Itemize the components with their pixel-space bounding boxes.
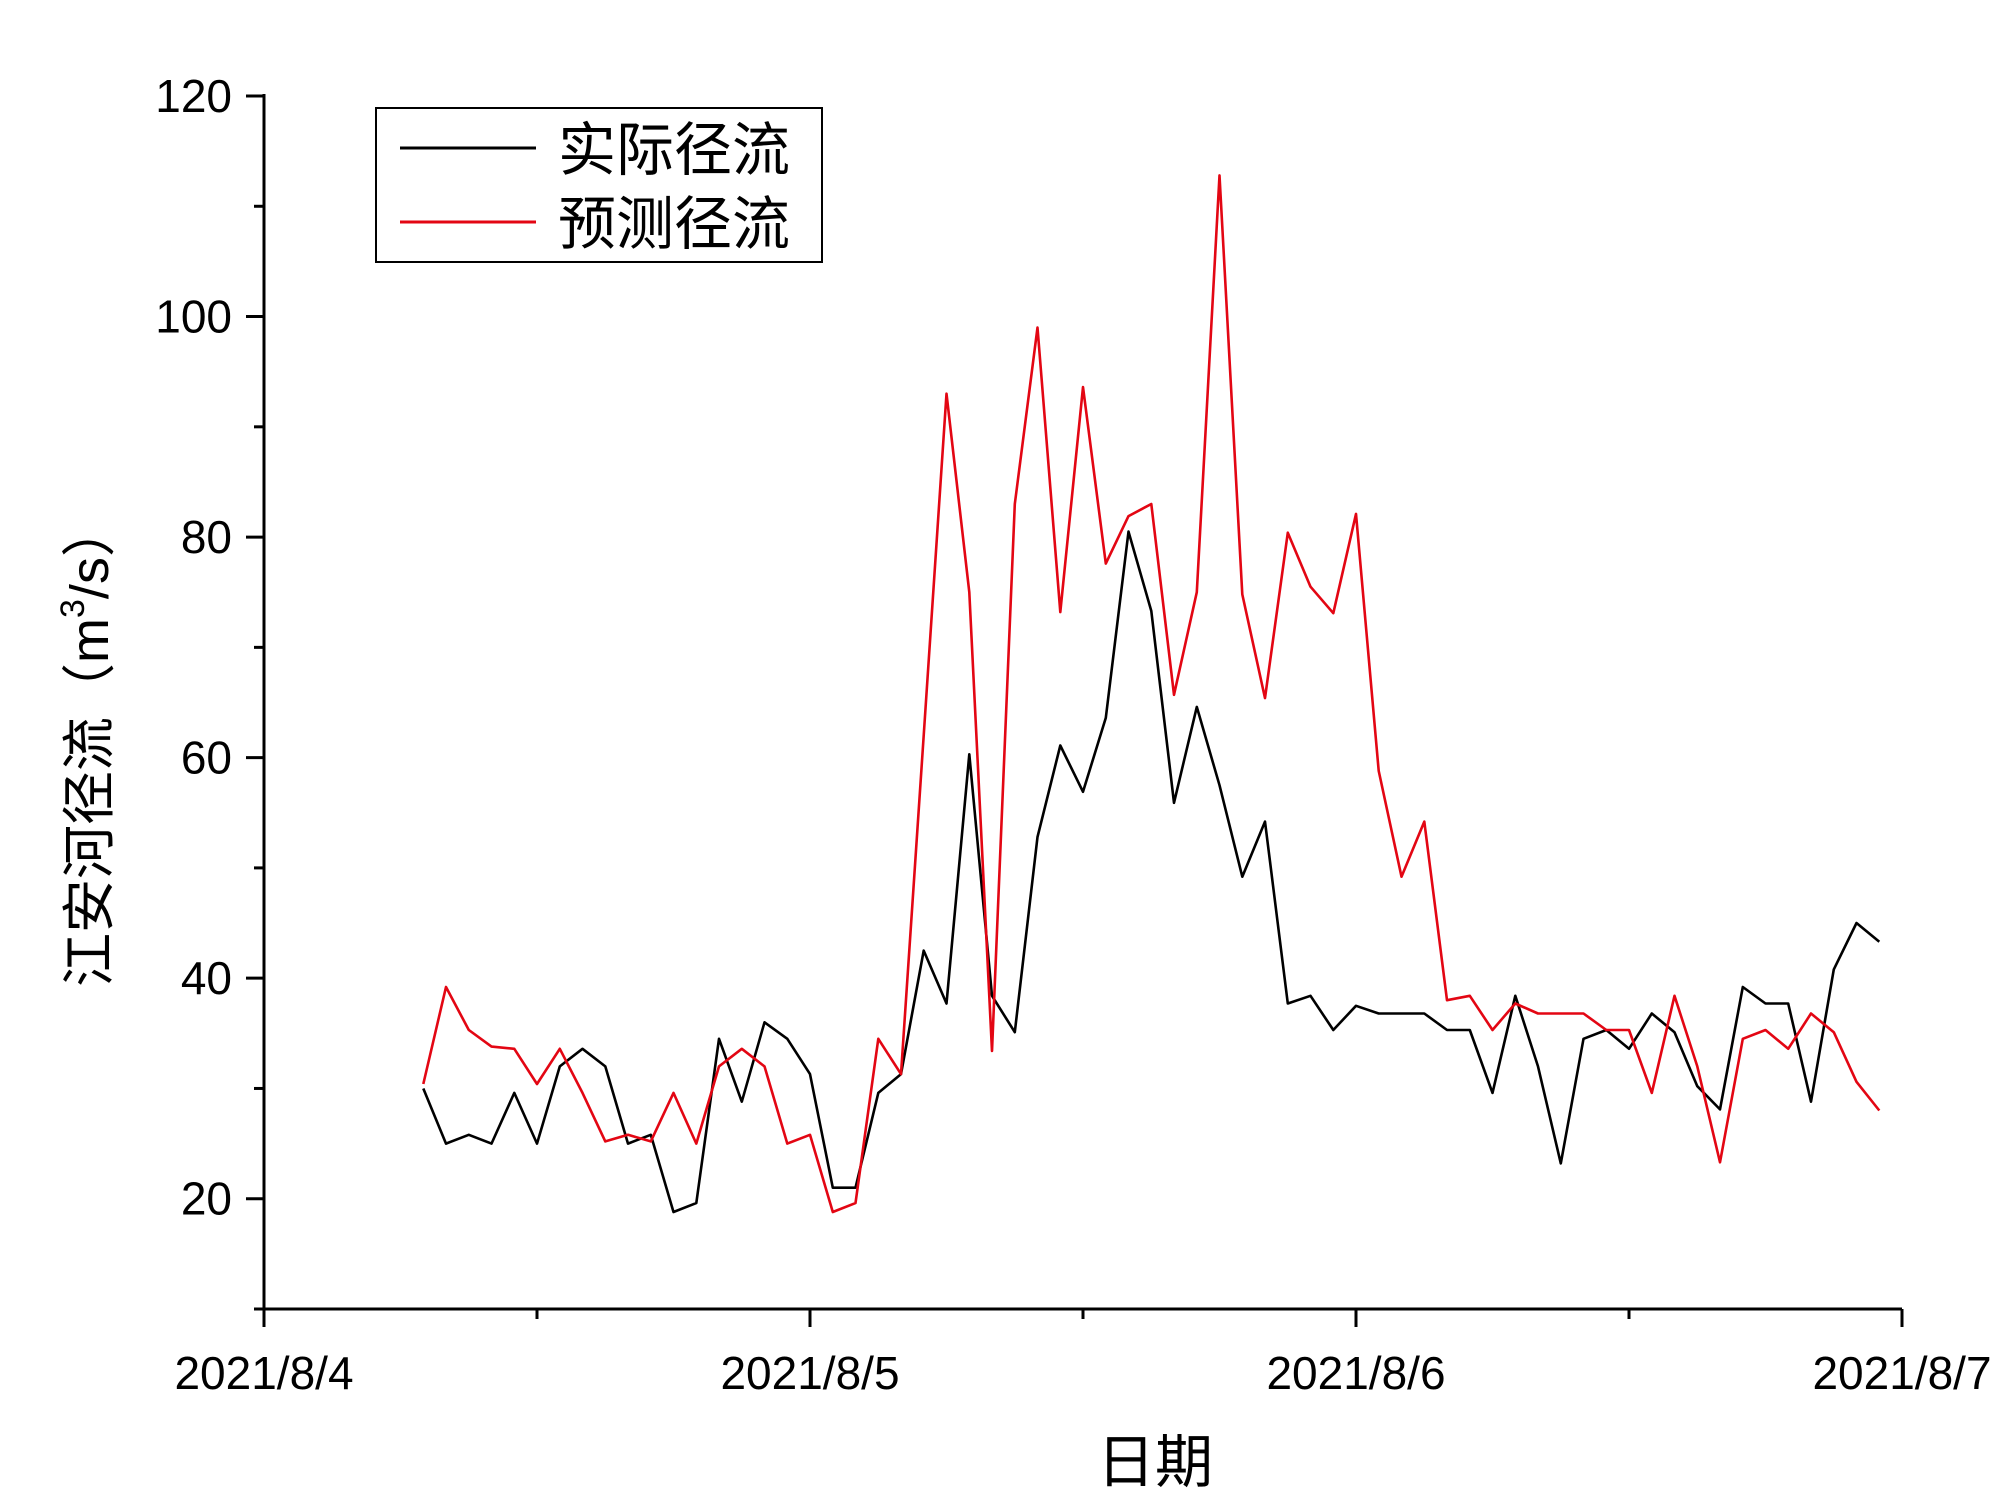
y-tick-label: 100 — [155, 291, 232, 343]
y-tick-label: 40 — [181, 952, 232, 1004]
legend-box — [375, 107, 823, 263]
x-axis-label: 日期 — [1097, 1430, 1213, 1495]
y-axis-label-superscript: 3 — [54, 599, 92, 618]
axes: 2021/8/4 2021/8/5 2021/8/6 2021/8/7 20 40 60 80… — [155, 70, 1991, 1399]
x-tick-label: 2021/8/6 — [1266, 1347, 1445, 1399]
y-tick-label: 80 — [181, 511, 232, 563]
series-line-2 — [422, 174, 1881, 1214]
y-tick-label: 60 — [181, 732, 232, 784]
legend-label-1: 实际径流 — [558, 118, 790, 183]
x-tick-label: 2021/8/7 — [1812, 1347, 1991, 1399]
legend-label-2: 预测径流 — [558, 192, 790, 257]
y-tick-label: 20 — [181, 1173, 232, 1225]
series-line-1 — [422, 530, 1881, 1214]
x-tick-label: 2021/8/5 — [720, 1347, 899, 1399]
y-axis-label-main: 江安河径流（m — [60, 618, 120, 987]
series-layer — [422, 174, 1881, 1214]
y-axis-label-tail: /s） — [60, 503, 120, 599]
x-tick-label: 2021/8/4 — [174, 1347, 353, 1399]
y-tick-label: 120 — [155, 70, 232, 122]
y-axis-label: 江安河径流（m3/s） — [54, 503, 120, 987]
